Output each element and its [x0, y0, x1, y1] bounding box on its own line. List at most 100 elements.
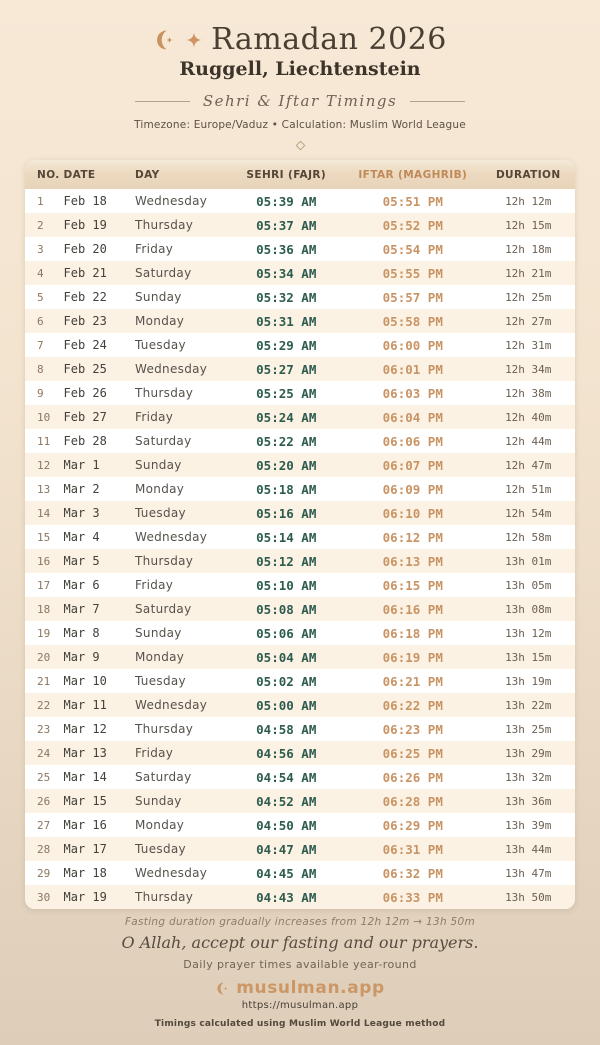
day-cell: Sunday [135, 290, 182, 304]
iftar-time-cell: 05:58 PM [382, 313, 443, 329]
date-cell: Mar 6 [63, 578, 100, 592]
day-cell: Wednesday [135, 194, 208, 208]
date-cell: Mar 12 [63, 722, 107, 736]
sehri-time-cell: 05:14 AM [256, 529, 317, 545]
day-cell: Wednesday [135, 362, 208, 376]
page-title: Ramadan 2026 [211, 22, 447, 57]
date-cell: Mar 14 [63, 770, 107, 784]
duration-cell: 13h 44m [505, 842, 552, 856]
duration-cell: 13h 36m [505, 794, 552, 808]
table-row: 20 Mar 9 Monday 05:04 AM 06:19 PM 13h 15… [25, 645, 575, 669]
day-cell: Sunday [135, 458, 182, 472]
sparkle-icon [186, 32, 202, 48]
duration-cell: 13h 08m [505, 602, 552, 616]
row-number-cell: 10 [37, 410, 51, 424]
sehri-time-cell: 05:34 AM [256, 265, 317, 281]
duration-cell: 13h 25m [505, 722, 552, 736]
sehri-time-cell: 05:00 AM [256, 697, 317, 713]
table-header: NO. DATE DAY SEHRI (FAJR) IFTAR (MAGHRIB… [25, 160, 575, 189]
date-cell: Feb 26 [63, 386, 107, 400]
day-cell: Tuesday [135, 842, 186, 856]
fasting-duration-note: Fasting duration gradually increases fro… [124, 916, 476, 928]
column-header-no: NO. [25, 160, 64, 189]
date-cell: Feb 22 [63, 290, 107, 304]
date-cell: Mar 7 [63, 602, 100, 616]
row-number-cell: 13 [37, 482, 51, 496]
day-cell: Thursday [135, 386, 194, 400]
sehri-time-cell: 05:39 AM [256, 193, 317, 209]
row-number-cell: 16 [37, 554, 51, 568]
divider-line-left [134, 100, 190, 102]
table-row: 17 Mar 6 Friday 05:10 AM 06:15 PM 13h 05… [25, 573, 575, 597]
table-row: 30 Mar 19 Thursday 04:43 AM 06:33 PM 13h… [25, 885, 575, 909]
duration-cell: 12h 47m [505, 458, 552, 472]
day-cell: Wednesday [135, 698, 208, 712]
duration-cell: 12h 34m [505, 362, 552, 376]
date-cell: Feb 28 [63, 434, 107, 448]
sehri-time-cell: 05:36 AM [256, 241, 317, 257]
sehri-time-cell: 05:04 AM [256, 649, 317, 665]
sehri-time-cell: 04:45 AM [256, 865, 317, 881]
subtitle: Sehri & Iftar Timings [202, 92, 398, 110]
sehri-time-cell: 04:47 AM [256, 841, 317, 857]
day-cell: Tuesday [135, 338, 186, 352]
iftar-time-cell: 06:00 PM [382, 337, 443, 353]
date-cell: Mar 8 [63, 626, 100, 640]
day-cell: Friday [135, 578, 174, 592]
row-number-cell: 17 [37, 578, 51, 592]
date-cell: Feb 25 [63, 362, 107, 376]
iftar-time-cell: 06:31 PM [382, 841, 443, 857]
sehri-time-cell: 05:08 AM [256, 601, 317, 617]
iftar-time-cell: 06:13 PM [382, 553, 443, 569]
iftar-time-cell: 06:16 PM [382, 601, 443, 617]
row-number-cell: 26 [37, 794, 51, 808]
table-row: 10 Feb 27 Friday 05:24 AM 06:04 PM 12h 4… [25, 405, 575, 429]
day-cell: Tuesday [135, 674, 186, 688]
iftar-time-cell: 06:06 PM [382, 433, 443, 449]
duration-cell: 13h 12m [505, 626, 552, 640]
day-cell: Sunday [135, 794, 182, 808]
table-row: 11 Feb 28 Saturday 05:22 AM 06:06 PM 12h… [25, 429, 575, 453]
duration-cell: 12h 40m [505, 410, 552, 424]
row-number-cell: 12 [37, 458, 51, 472]
sehri-time-cell: 05:06 AM [256, 625, 317, 641]
iftar-time-cell: 06:10 PM [382, 505, 443, 521]
table-row: 9 Feb 26 Thursday 05:25 AM 06:03 PM 12h … [25, 381, 575, 405]
brand-row: musulman.app [0, 978, 600, 998]
iftar-time-cell: 06:03 PM [382, 385, 443, 401]
iftar-time-cell: 06:26 PM [382, 769, 443, 785]
crescent-star-icon [153, 28, 177, 52]
date-cell: Feb 18 [63, 194, 107, 208]
duration-cell: 12h 12m [505, 194, 552, 208]
duration-cell: 12h 31m [505, 338, 552, 352]
sehri-time-cell: 05:32 AM [256, 289, 317, 305]
row-number-cell: 24 [37, 746, 51, 760]
day-cell: Monday [135, 482, 185, 496]
iftar-time-cell: 05:51 PM [382, 193, 443, 209]
row-number-cell: 20 [37, 650, 51, 664]
iftar-time-cell: 06:12 PM [382, 529, 443, 545]
table-row: 14 Mar 3 Tuesday 05:16 AM 06:10 PM 12h 5… [25, 501, 575, 525]
row-number-cell: 15 [37, 530, 51, 544]
day-cell: Tuesday [135, 506, 186, 520]
iftar-time-cell: 06:18 PM [382, 625, 443, 641]
row-number-cell: 22 [37, 698, 51, 712]
table-row: 6 Feb 23 Monday 05:31 AM 05:58 PM 12h 27… [25, 309, 575, 333]
table-row: 26 Mar 15 Sunday 04:52 AM 06:28 PM 13h 3… [25, 789, 575, 813]
row-number-cell: 5 [37, 290, 44, 304]
row-number-cell: 9 [37, 386, 44, 400]
column-header-duration: DURATION [481, 160, 575, 189]
day-cell: Monday [135, 818, 185, 832]
iftar-time-cell: 06:21 PM [382, 673, 443, 689]
sehri-time-cell: 05:31 AM [256, 313, 317, 329]
row-number-cell: 28 [37, 842, 51, 856]
day-cell: Friday [135, 410, 174, 424]
iftar-time-cell: 06:19 PM [382, 649, 443, 665]
iftar-time-cell: 06:01 PM [382, 361, 443, 377]
diamond-ornament [295, 140, 305, 151]
brand-name: musulman.app [236, 978, 385, 998]
row-number-cell: 30 [37, 890, 51, 904]
sehri-time-cell: 05:18 AM [256, 481, 317, 497]
date-cell: Feb 27 [63, 410, 107, 424]
